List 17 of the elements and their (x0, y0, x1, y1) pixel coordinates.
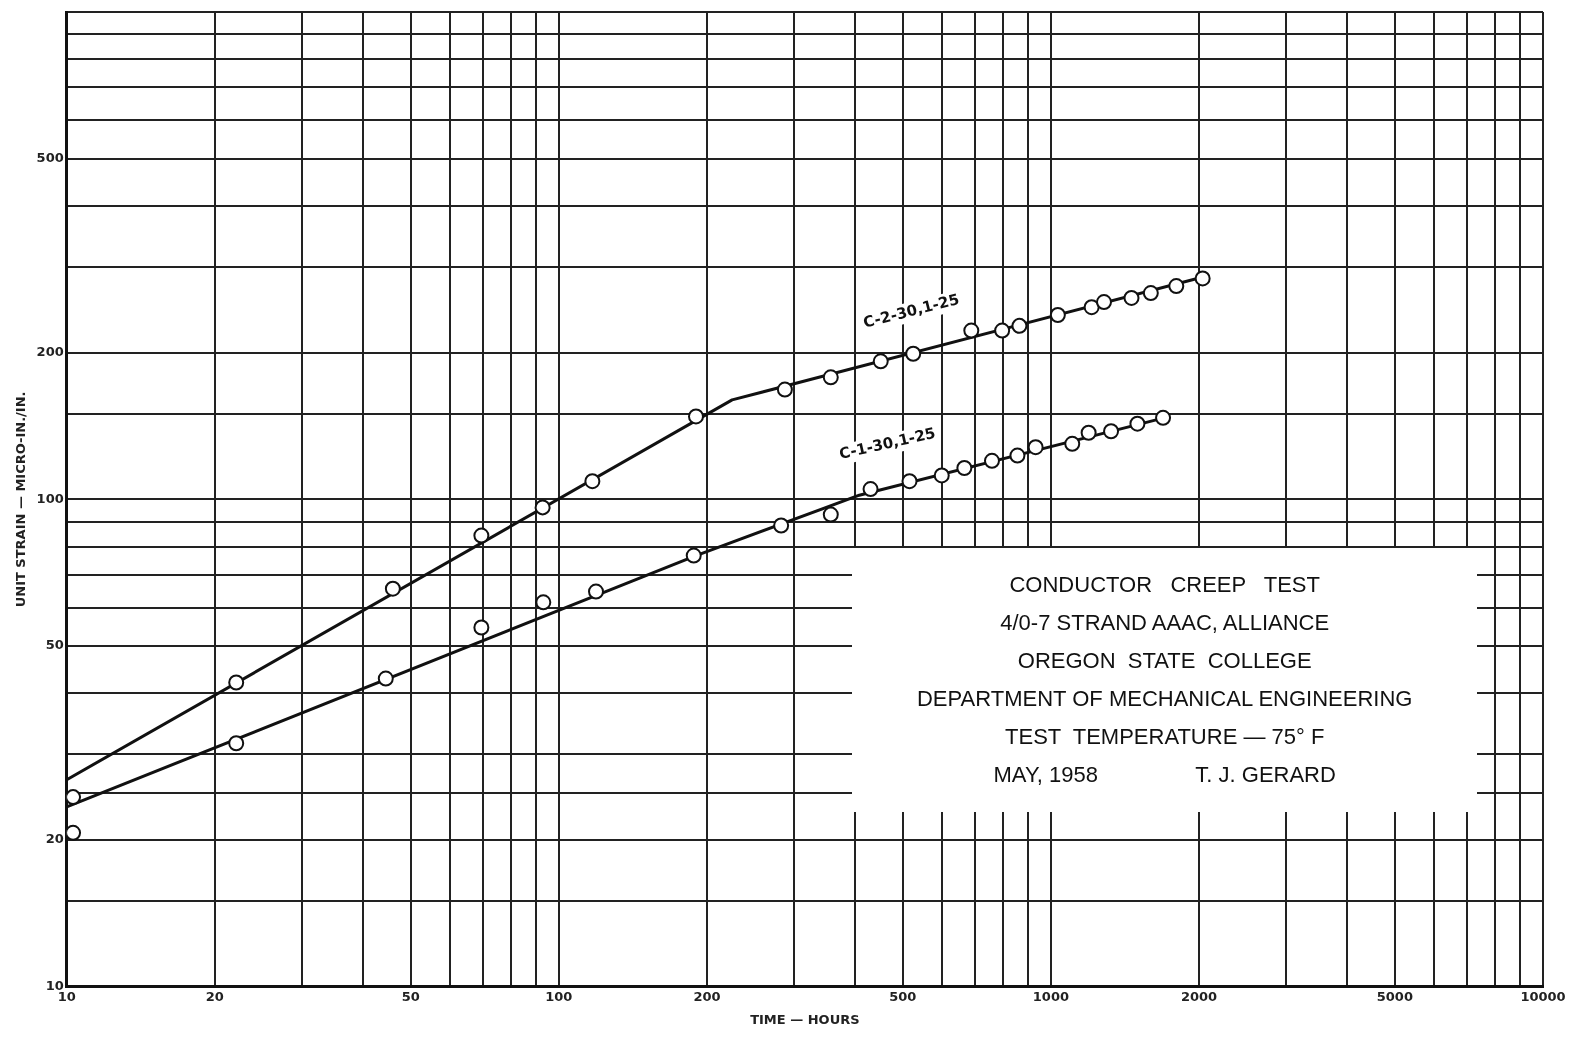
x-tick-label: 20 (205, 988, 224, 1004)
y-tick-label: 20 (45, 831, 64, 847)
x-tick-label: 100 (545, 988, 573, 1004)
x-axis-title: TIME — HOURS (750, 1011, 860, 1027)
y-axis-title: UNIT STRAIN — MICRO-IN./IN. (13, 391, 29, 608)
x-tick-label: 10000 (1520, 988, 1566, 1004)
text-panel: CONDUCTOR CREEP TEST 4/0-7 STRAND AAAC, ALLIANCE OREGON STATE COLLEGE DEPARTMENT OF MECHANICAL ENGINEERING TEST TEMPERATURE — 75° F MAY, 1958 T. J. GERARD (852, 548, 1478, 813)
x-tick-label: 200 (693, 988, 721, 1004)
y-tick-label: 100 (36, 490, 64, 506)
x-tick-label: 2000 (1180, 988, 1218, 1004)
x-tick-label: 50 (401, 988, 420, 1004)
x-tick-label: 1000 (1032, 988, 1070, 1004)
x-tick-label: 5000 (1376, 988, 1413, 1004)
x-tick-label: 500 (889, 988, 917, 1004)
y-tick-label: 500 (36, 150, 64, 166)
y-tick-label: 50 (45, 637, 64, 653)
y-tick-label: 200 (36, 344, 64, 360)
